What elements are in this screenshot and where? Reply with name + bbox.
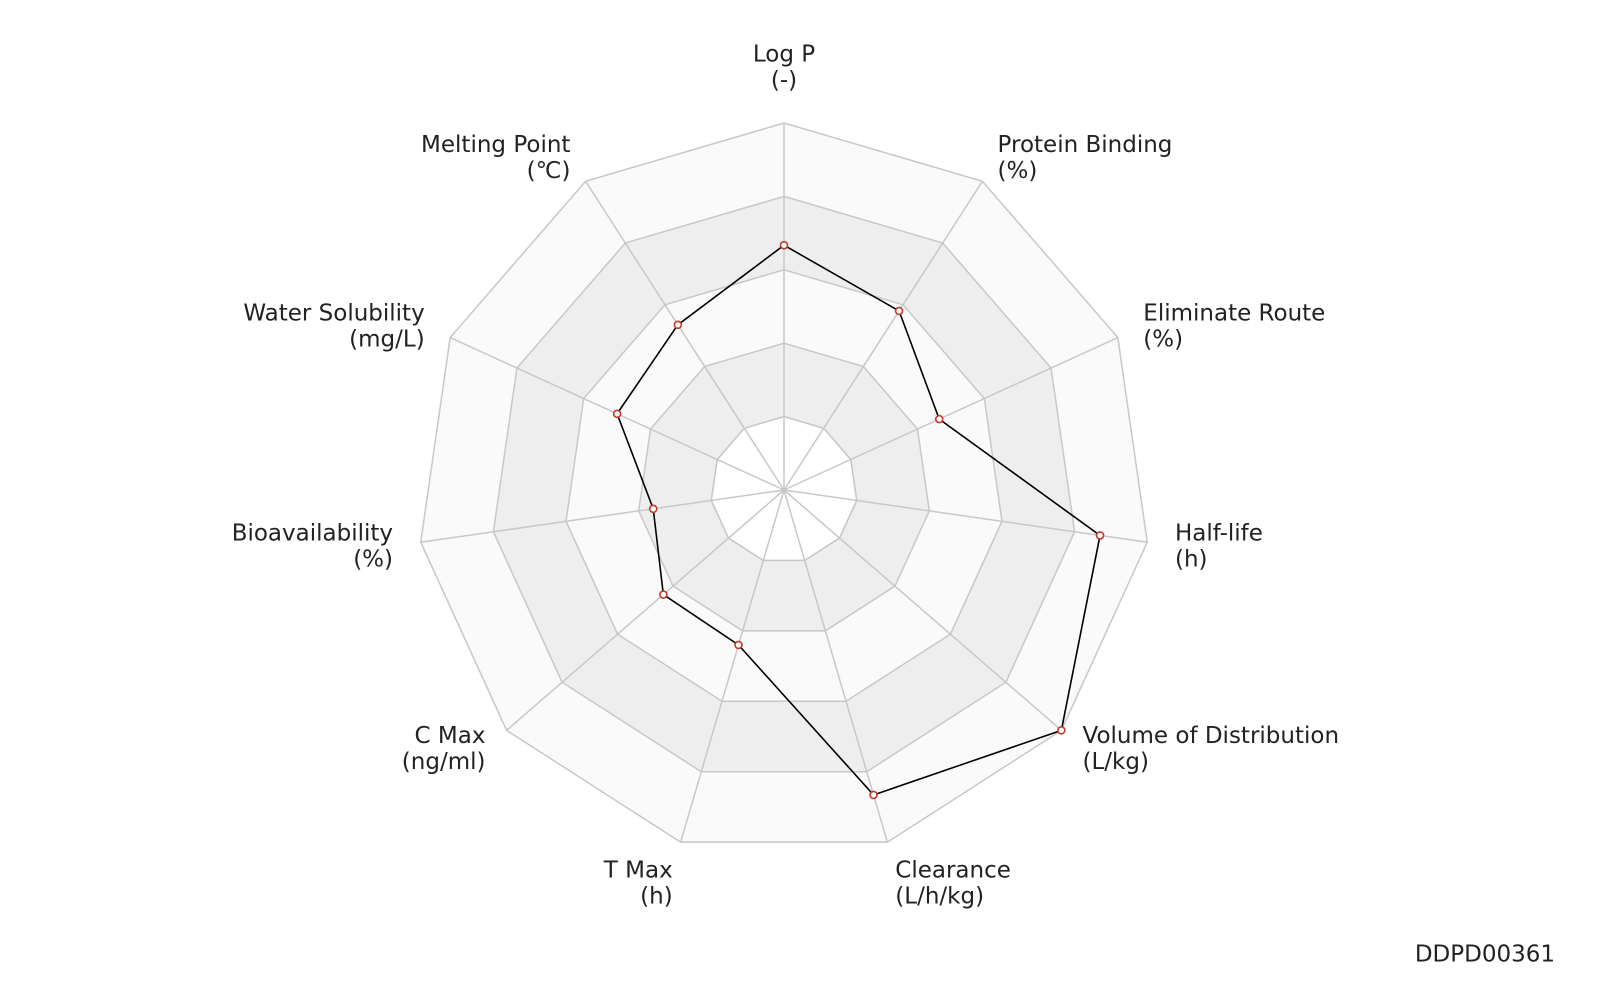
axis-label: Eliminate Route <box>1143 300 1325 326</box>
axis-label: Melting Point <box>421 132 570 158</box>
axis-label: Half-life <box>1175 521 1263 547</box>
data-point <box>869 790 878 800</box>
axis-label: Clearance <box>895 857 1011 883</box>
axis-label: Water Solubility <box>243 300 424 326</box>
data-point <box>648 504 658 514</box>
data-point <box>779 240 789 250</box>
axis-spoke <box>783 336 1119 491</box>
data-point <box>894 306 904 316</box>
data-point <box>612 409 622 419</box>
data-point <box>673 320 683 330</box>
axis-spoke <box>506 489 785 731</box>
axis-unit: (L/kg) <box>1083 749 1149 775</box>
axis-spoke <box>783 180 984 491</box>
axis-label: Volume of Distribution <box>1083 723 1340 749</box>
axis-unit: (℃) <box>527 158 571 184</box>
data-line <box>616 244 1101 796</box>
axis-unit: (L/h/kg) <box>895 883 984 909</box>
axis-label: Bioavailability <box>232 521 393 547</box>
axis-label: Protein Binding <box>998 132 1173 158</box>
axis-unit: (h) <box>640 883 673 909</box>
data-point <box>1057 726 1066 735</box>
axis-label: T Max <box>603 857 673 883</box>
data-point <box>1095 531 1105 540</box>
axis-unit: (%) <box>353 547 393 573</box>
footer: DDPD00361 <box>1415 942 1555 968</box>
data-point <box>934 414 944 424</box>
axis-spoke <box>679 489 785 843</box>
axis-spoke <box>783 489 889 843</box>
axis-unit: (%) <box>998 158 1038 184</box>
axis-unit: (-) <box>771 68 797 94</box>
axis-unit: (mg/L) <box>349 326 425 352</box>
axis-spoke <box>584 180 785 491</box>
axis-spoke <box>783 489 1148 543</box>
data-point <box>659 590 668 599</box>
axis-spoke <box>420 489 785 543</box>
axis-unit: (%) <box>1143 326 1183 352</box>
axis-label: Log P <box>753 42 815 68</box>
axis-unit: (ng/ml) <box>402 749 486 775</box>
data-point <box>734 640 743 650</box>
axis-unit: (h) <box>1175 547 1208 573</box>
axis-label: C Max <box>415 723 486 749</box>
axis-spoke <box>783 489 1062 731</box>
